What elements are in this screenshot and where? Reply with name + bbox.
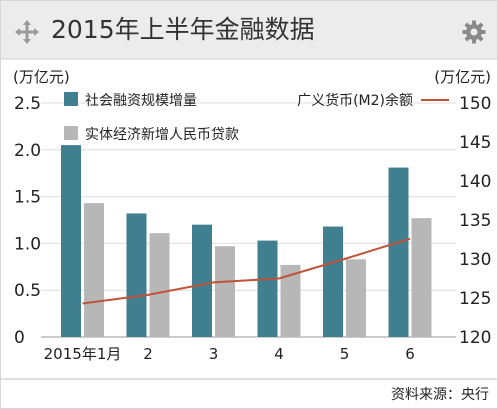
move-arrows-icon[interactable] [15,20,39,44]
x-tick-label: 5 [340,345,350,363]
y-right-tick-label: 135 [459,211,491,231]
legend-label-loans: 实体经济新增人民币贷款 [85,127,239,143]
bar-financing [61,145,81,337]
y-right-tick-label: 140 [459,172,491,192]
y-left-unit: (万亿元) [13,68,70,86]
y-left-tick-label: 2.0 [14,141,41,161]
y-right-unit: (万亿元) [434,68,491,86]
x-tick-label: 3 [209,345,219,363]
bar-financing [192,224,212,337]
x-tick-label: 4 [274,345,284,363]
source-note: 资料来源：央行 [391,387,489,403]
bar-financing [257,240,278,337]
bar-loans [215,246,235,337]
y-right-tick-label: 150 [459,94,491,114]
y-left-tick-label: 1.5 [14,188,41,208]
y-right-tick-label: 145 [459,133,491,153]
y-right-tick-label: 120 [459,328,491,348]
x-tick-label: 2 [143,345,153,363]
bar-loans [411,218,432,337]
bar-financing [126,213,147,337]
y-left-tick-label: 0 [14,328,25,348]
bar-loans [346,259,366,337]
header-bar: 2015年上半年金融数据 [1,1,497,59]
bar-loans [280,264,301,337]
legend-swatch-financing [64,92,78,106]
legend-swatch-loans [64,126,78,140]
bar-financing [388,167,409,337]
y-left-tick-label: 1.0 [14,234,41,254]
page-title: 2015年上半年金融数据 [51,15,315,44]
gear-icon[interactable] [462,20,486,44]
bar-loans [84,203,104,337]
series-line-m2 [82,237,411,305]
bar-financing [323,226,343,337]
y-left-tick-label: 2.5 [14,94,41,114]
legend-label-financing: 社会融资规模增量 [85,93,197,109]
y-right-tick-label: 125 [459,289,491,309]
x-tick-label: 2015年1月 [44,345,122,363]
bar-loans [149,233,170,337]
y-right-tick-label: 130 [459,250,491,270]
legend-label-m2: 广义货币(M2)余额 [297,92,413,109]
x-tick-label: 6 [405,345,415,363]
y-left-tick-label: 0.5 [14,281,41,301]
